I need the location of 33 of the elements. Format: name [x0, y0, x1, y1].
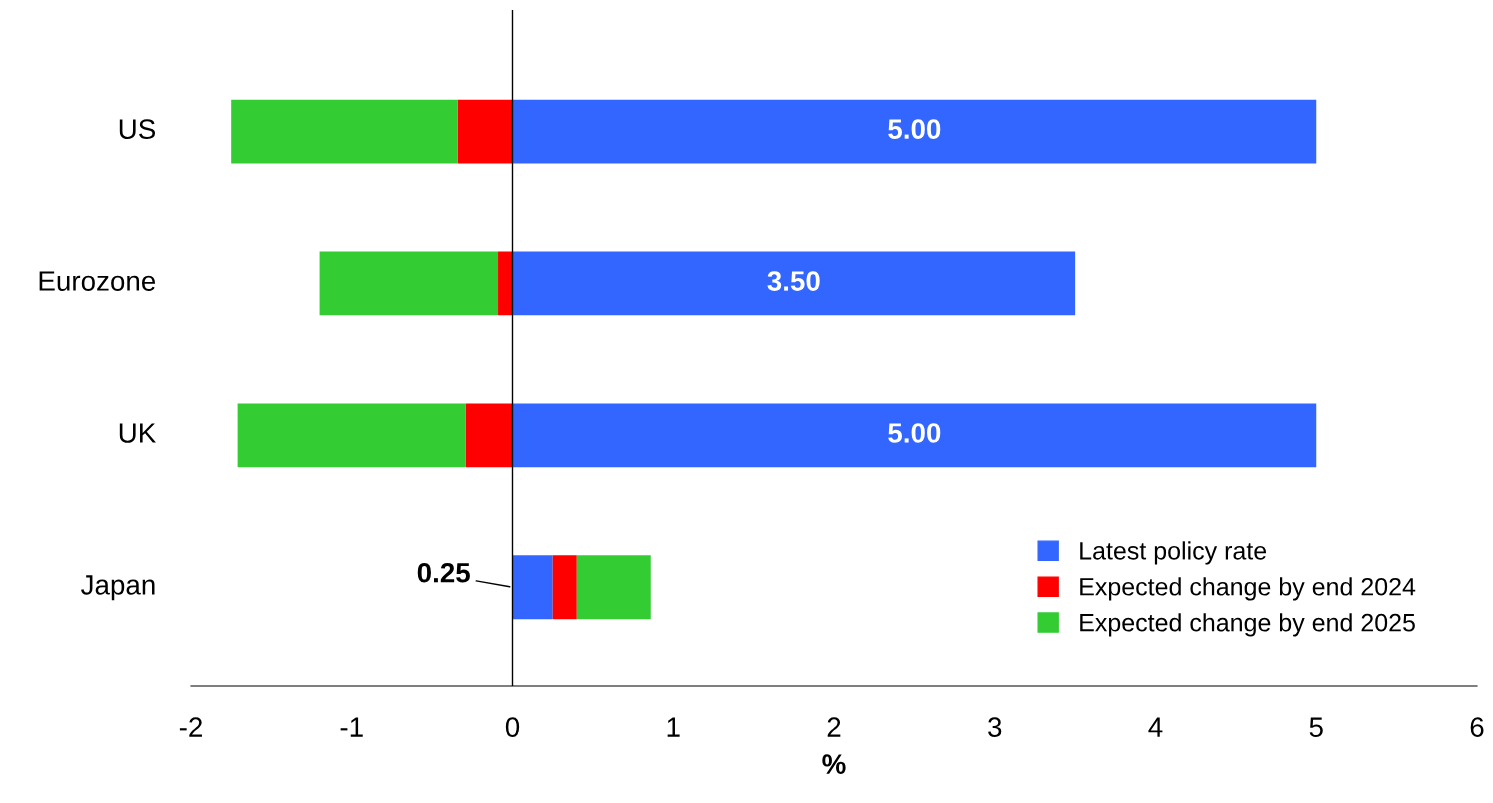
x-axis-title: % [822, 754, 846, 774]
bar [231, 99, 458, 164]
bar [237, 403, 466, 468]
x-tick-label: -2 [179, 717, 202, 737]
bar [498, 251, 513, 316]
x-tick-label: 2 [827, 717, 841, 737]
data-label: 5.00 [888, 119, 941, 139]
bar [576, 555, 651, 620]
legend-label: Expected change by end 2025 [1080, 613, 1415, 637]
x-tick-label: 1 [667, 717, 680, 737]
y-tick-label: UK [119, 423, 156, 443]
bar [457, 99, 513, 164]
bar [465, 403, 513, 468]
y-tick-label: Eurozone [39, 271, 156, 291]
x-tick-label: 3 [988, 717, 1002, 737]
bar [512, 251, 1076, 316]
y-tick-label: US [119, 119, 155, 139]
x-tick-label: 6 [1470, 717, 1484, 737]
y-tick-label: Japan [81, 575, 155, 601]
x-tick-label: 0 [505, 717, 520, 737]
legend-label: Expected change by end 2024 [1080, 577, 1416, 601]
bar [512, 403, 1317, 468]
legend-label: Latest policy rate [1080, 541, 1267, 565]
data-label: 5.00 [888, 423, 941, 443]
bar [512, 555, 553, 620]
data-label: 0.25 [417, 562, 470, 583]
bar [319, 251, 499, 316]
bar [512, 99, 1317, 164]
data-label: 3.50 [767, 271, 820, 291]
x-tick-label: 5 [1309, 717, 1323, 737]
x-tick-label: -1 [340, 717, 363, 737]
x-tick-label: 4 [1148, 717, 1163, 737]
bar [552, 555, 577, 620]
